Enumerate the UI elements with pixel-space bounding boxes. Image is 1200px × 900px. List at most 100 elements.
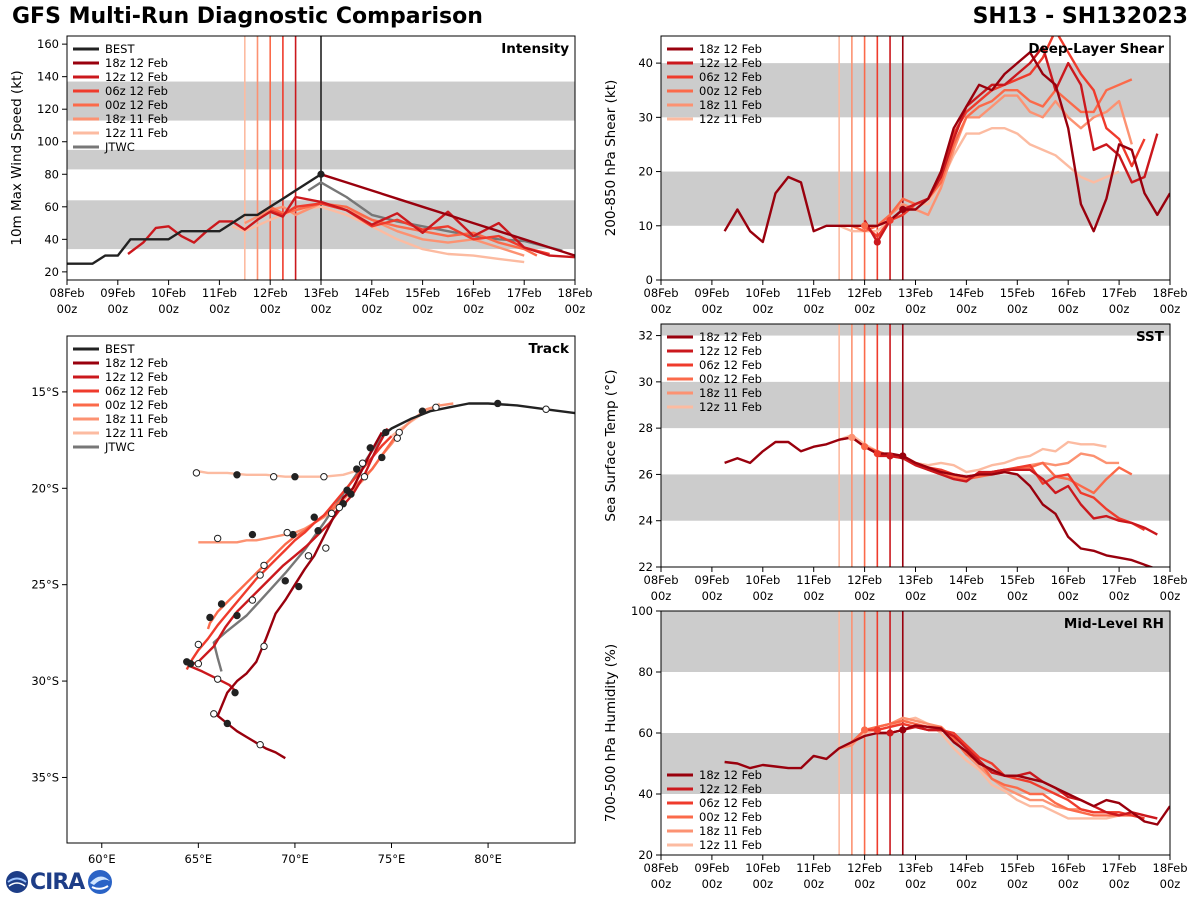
series-line-06z-12-feb xyxy=(185,435,393,671)
track-position-dot xyxy=(248,530,257,539)
track-position-dot xyxy=(378,453,386,462)
track-position-dot xyxy=(217,600,226,608)
plot-area xyxy=(183,399,575,760)
series-line-12z-11-feb xyxy=(196,402,441,478)
x-tick-label: 18Feb xyxy=(1153,573,1188,587)
x-tick-label: 17Feb xyxy=(1102,573,1137,587)
y-tick-label: 40 xyxy=(638,56,653,70)
series-line-06z-12-feb xyxy=(269,202,550,256)
track-position-dot xyxy=(213,534,222,543)
series-line-12z-12-feb xyxy=(863,45,1159,244)
track-position-dot xyxy=(432,403,440,412)
x-tick-label: 00z xyxy=(1007,302,1028,316)
init-marker xyxy=(317,170,325,178)
x-tick-label: 18Feb xyxy=(1153,861,1188,875)
track-position-dot xyxy=(358,459,367,467)
series-line-18z-12-feb xyxy=(724,436,1155,567)
legend-label: 12z 12 Feb xyxy=(699,344,762,358)
legend-label: 18z 12 Feb xyxy=(105,356,168,370)
legend-label: 06z 12 Feb xyxy=(105,384,168,398)
legend-label: 00z 12 Feb xyxy=(105,398,168,412)
x-tick-label: 14Feb xyxy=(354,286,389,300)
x-tick-label: 00z xyxy=(1160,877,1181,891)
panel-track: 60°E 65°E 70°E 75°E 80°E 15°S 20°S 25°S 30°S 35°S… xyxy=(31,335,576,866)
track-position-dot xyxy=(304,552,313,560)
legend-label: 18z 12 Feb xyxy=(105,56,168,70)
y-tick-label: 20 xyxy=(638,848,653,862)
legend-label: 18z 11 Feb xyxy=(105,112,168,126)
plot-area xyxy=(67,36,575,280)
x-tick-label: 00z xyxy=(702,877,723,891)
y-tick-label: 35°S xyxy=(31,770,59,784)
track-position-dot xyxy=(314,527,322,535)
storm-id-title: SH13 - SH132023 xyxy=(972,4,1188,29)
x-tick-label: 13Feb xyxy=(898,861,933,875)
x-tick-label: 00z xyxy=(1058,589,1079,603)
x-tick-label: 00z xyxy=(905,877,926,891)
track-position-dot xyxy=(192,469,201,477)
x-tick-label: 00z xyxy=(1160,302,1181,316)
x-tick-label: 70°E xyxy=(281,852,309,866)
figure-title: GFS Multi-Run Diagnostic Comparison xyxy=(12,4,483,29)
y-tick-label: 0 xyxy=(646,273,653,287)
x-tick-label: 08Feb xyxy=(644,573,679,587)
shaded-band xyxy=(661,474,1170,521)
y-tick-label: 30°S xyxy=(31,674,59,688)
init-marker xyxy=(886,216,894,224)
y-tick-label: 24 xyxy=(638,514,653,528)
x-tick-label: 00z xyxy=(565,302,586,316)
shaded-band xyxy=(661,611,1170,672)
y-axis-label: 700-500 hPa Humidity (%) xyxy=(603,644,619,822)
track-position-dot xyxy=(256,740,264,749)
track-position-dot xyxy=(343,486,351,494)
track-position-dot xyxy=(310,513,318,521)
x-tick-label: 00z xyxy=(803,589,824,603)
x-tick-label: 15Feb xyxy=(1000,861,1035,875)
x-tick-label: 00z xyxy=(752,589,773,603)
x-tick-label: 12Feb xyxy=(847,861,882,875)
series-line-18z-12-feb xyxy=(216,431,383,760)
legend-label: 18z 12 Feb xyxy=(699,768,762,782)
legend-label: 12z 12 Feb xyxy=(699,56,762,70)
legend-label: JTWC xyxy=(104,440,135,454)
x-tick-label: 09Feb xyxy=(694,286,729,300)
legend-label: 12z 11 Feb xyxy=(699,838,762,852)
plot-area xyxy=(661,611,1170,855)
x-tick-label: 17Feb xyxy=(1102,861,1137,875)
series-line-12z-12-feb xyxy=(127,195,575,259)
init-marker xyxy=(899,452,907,460)
x-tick-label: 00z xyxy=(854,589,875,603)
y-tick-label: 80 xyxy=(638,665,653,679)
y-tick-label: 60 xyxy=(44,200,59,214)
track-position-dot xyxy=(322,544,330,552)
x-tick-label: 10Feb xyxy=(745,861,780,875)
legend-label: BEST xyxy=(105,342,135,356)
y-axis-label: 10m Max Wind Speed (kt) xyxy=(9,70,25,245)
track-position-dot xyxy=(494,399,502,408)
shaded-band xyxy=(661,381,1170,429)
legend-label: 18z 12 Feb xyxy=(699,330,762,344)
track-position-dot xyxy=(542,405,550,413)
track-position-dot xyxy=(231,688,239,697)
y-tick-label: 80 xyxy=(44,167,59,181)
track-position-dot xyxy=(194,640,203,649)
x-tick-label: 10Feb xyxy=(745,573,780,587)
x-tick-label: 00z xyxy=(651,877,672,891)
legend-label: 12z 11 Feb xyxy=(699,112,762,126)
plot-area xyxy=(661,36,1170,280)
x-tick-label: 00z xyxy=(412,302,433,316)
y-tick-label: 22 xyxy=(638,560,653,574)
x-tick-label: 00z xyxy=(803,302,824,316)
track-position-dot xyxy=(382,428,390,437)
globe-icon xyxy=(6,871,28,893)
x-tick-label: 18Feb xyxy=(558,286,593,300)
satellite-swirl-icon xyxy=(88,870,113,894)
y-tick-label: 10 xyxy=(638,219,653,233)
panel-rh: 08Feb 00z 09Feb 00z 10Feb 00z 11Feb 00z 12Feb 00z… xyxy=(603,604,1188,891)
y-tick-label: 20°S xyxy=(31,481,59,495)
x-tick-label: 14Feb xyxy=(949,861,984,875)
x-tick-label: 12Feb xyxy=(847,286,882,300)
cira-logo-text: CIRA xyxy=(30,869,85,895)
y-axis-label: Sea Surface Temp (°C) xyxy=(603,369,619,521)
x-tick-label: 17Feb xyxy=(507,286,542,300)
